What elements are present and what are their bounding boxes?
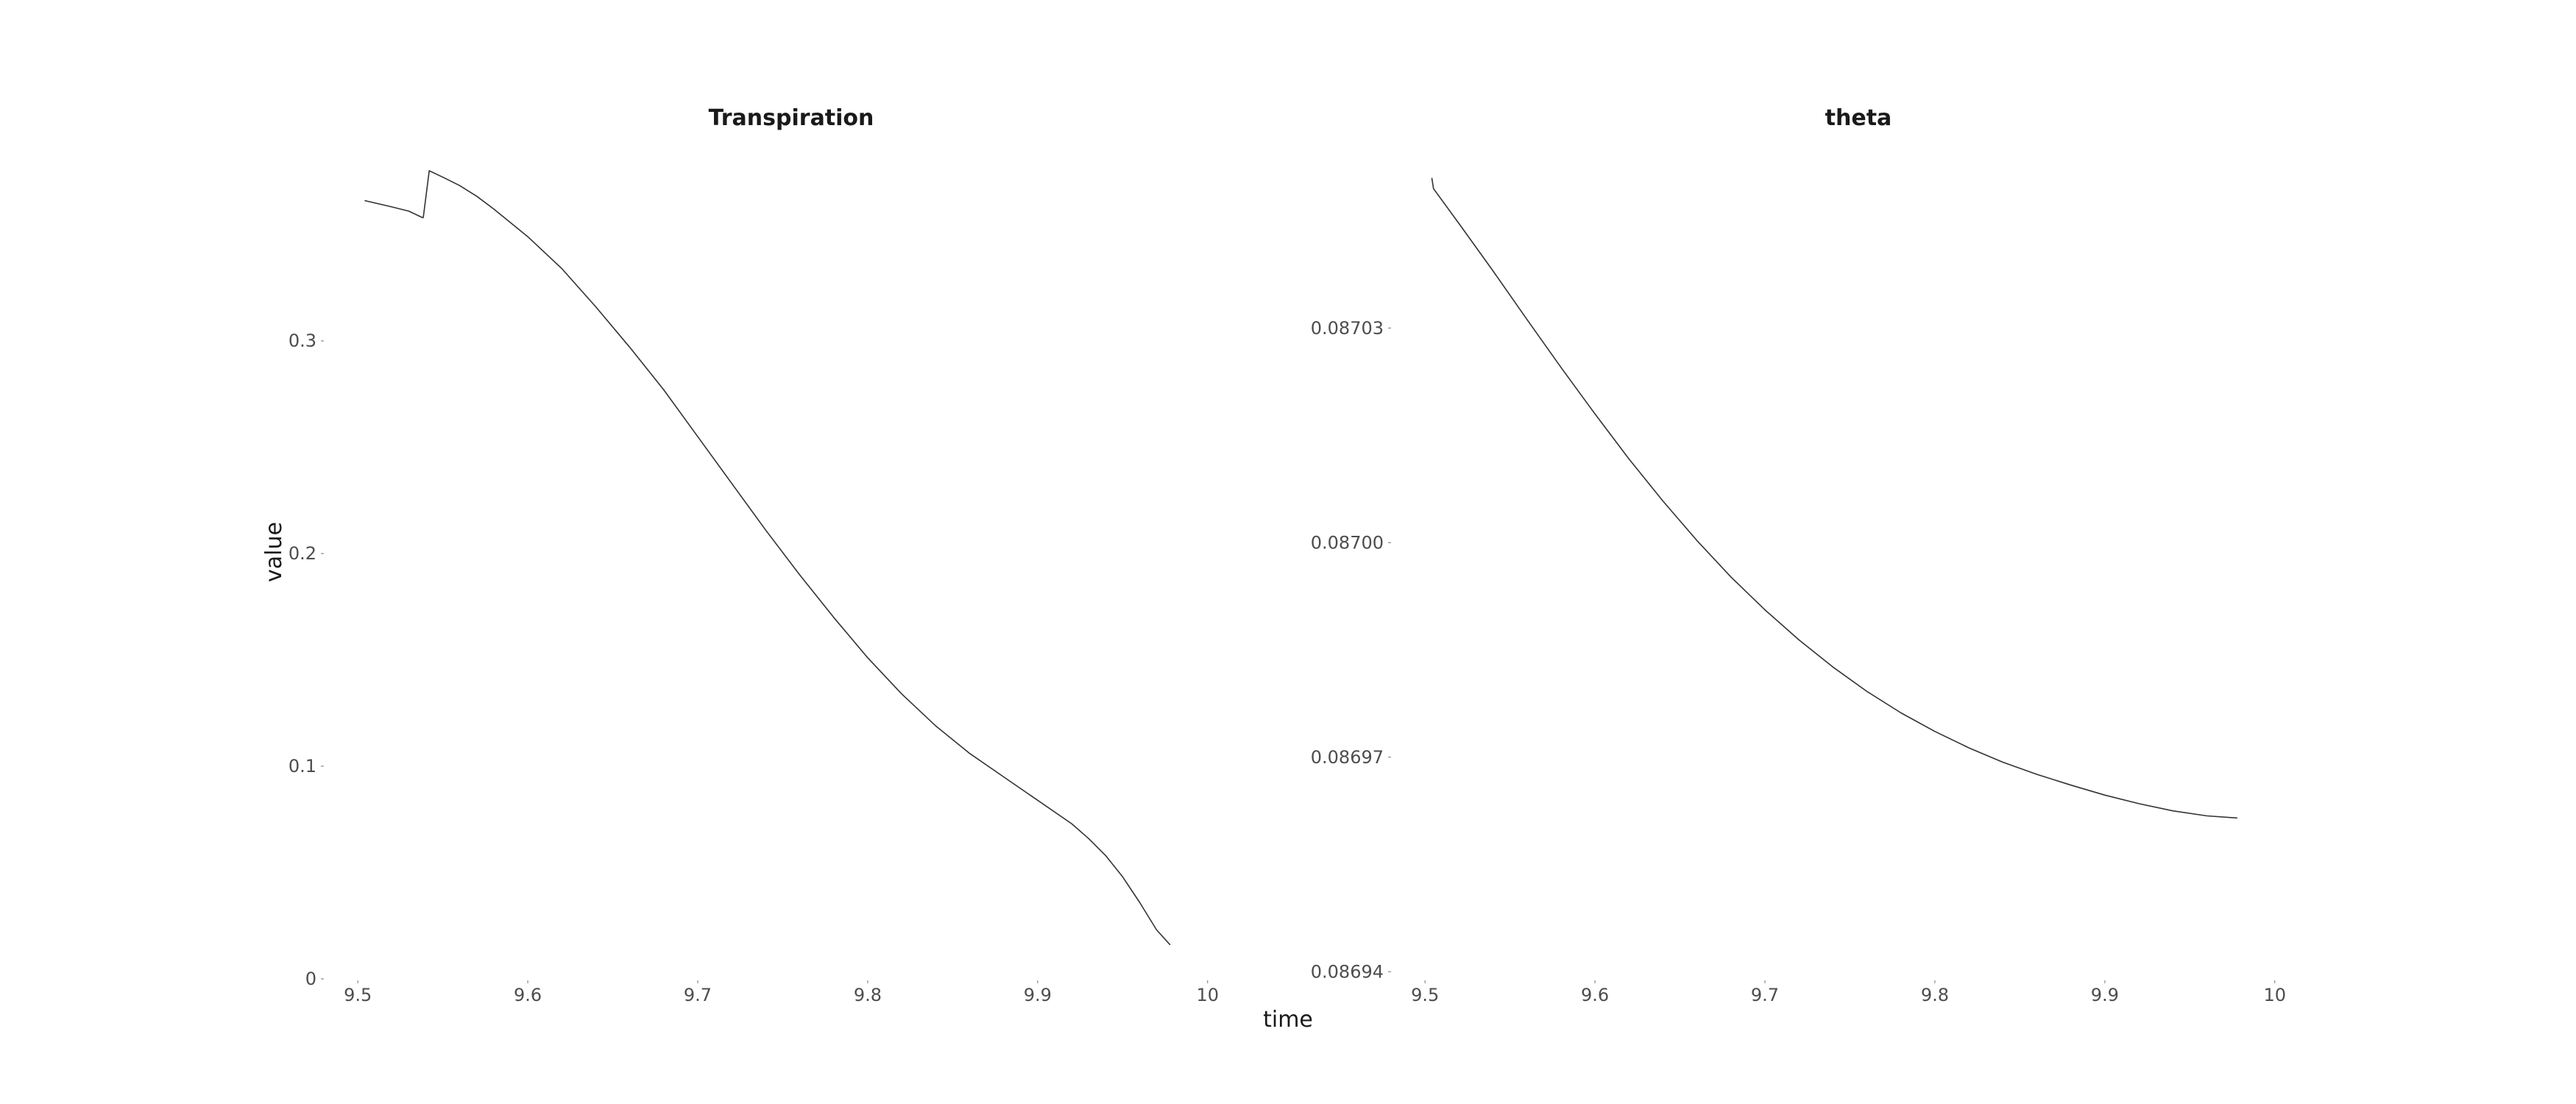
y-tick-label-transpiration: 0	[305, 969, 316, 989]
x-tick-label-theta: 9.5	[1411, 985, 1439, 1005]
x-tick-label-theta: 9.9	[2091, 985, 2119, 1005]
x-tick-label-theta: 10	[2263, 985, 2286, 1005]
x-tick-label-transpiration: 9.7	[684, 985, 712, 1005]
y-tick-label-transpiration: 0.1	[289, 756, 316, 776]
y-tick-label-theta: 0.08697	[1311, 747, 1384, 768]
series-theta	[1431, 177, 2237, 819]
x-tick-label-transpiration: 10	[1196, 985, 1219, 1005]
x-tick-label-transpiration: 9.9	[1024, 985, 1052, 1005]
y-tick-label-theta: 0.08703	[1311, 318, 1384, 339]
y-tick-label-transpiration: 0.2	[289, 543, 316, 564]
x-tick-label-theta: 9.8	[1921, 985, 1949, 1005]
panel-transpiration: Transpiration 0 0.1 0.2 0.3 9.5 9.6 9.7 9.8 9.9…	[289, 105, 1219, 1005]
y-tick-label-theta: 0.08694	[1311, 961, 1384, 982]
series-transpiration	[364, 170, 1171, 946]
x-tick-label-theta: 9.7	[1751, 985, 1779, 1005]
x-tick-label-transpiration: 9.8	[854, 985, 882, 1005]
y-tick-label-theta: 0.08700	[1311, 532, 1384, 553]
y-axis-label: value	[261, 522, 287, 582]
y-tick-label-transpiration: 0.3	[289, 330, 316, 351]
panel-title-transpiration: Transpiration	[709, 105, 874, 131]
x-ticks-transpiration: 9.5 9.6 9.7 9.8 9.9 10	[344, 980, 1219, 1005]
y-ticks-transpiration: 0 0.1 0.2 0.3	[289, 330, 324, 989]
y-ticks-theta: 0.08694 0.08697 0.08700 0.08703	[1311, 318, 1391, 982]
x-axis-label: time	[1263, 1007, 1313, 1033]
x-tick-label-theta: 9.6	[1581, 985, 1609, 1005]
series-line-transpiration	[364, 170, 1171, 946]
x-tick-label-transpiration: 9.6	[514, 985, 542, 1005]
x-tick-label-transpiration: 9.5	[344, 985, 372, 1005]
panel-title-theta: theta	[1825, 105, 1892, 131]
x-ticks-theta: 9.5 9.6 9.7 9.8 9.9 10	[1411, 980, 2286, 1005]
series-line-theta	[1431, 177, 2237, 819]
